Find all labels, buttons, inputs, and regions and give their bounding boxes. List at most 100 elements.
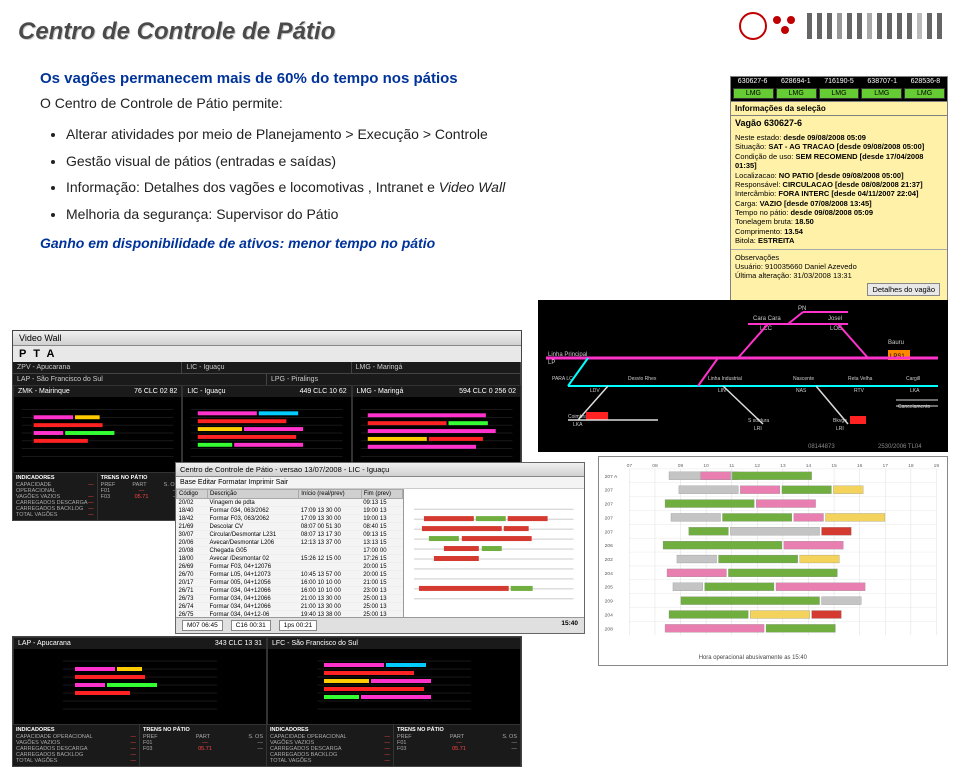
- videowall-cell[interactable]: LFC - São Francisco do Sul: [267, 637, 521, 725]
- svg-text:LIN: LIN: [718, 388, 726, 394]
- svg-text:206: 206: [605, 543, 613, 549]
- status-m07: M07 06:45: [182, 620, 223, 631]
- status-c16: C16 00:31: [231, 620, 271, 631]
- videowall-tab[interactable]: LMG - Maringá: [352, 362, 521, 373]
- svg-text:19: 19: [934, 463, 940, 469]
- info-line: Tonelagem bruta: 18.50: [735, 217, 943, 226]
- info-header-btn[interactable]: LMG: [904, 88, 945, 99]
- svg-text:LKA: LKA: [910, 388, 920, 394]
- bullet-item: Alterar atividades por meio de Planejame…: [66, 121, 700, 148]
- info-header-id: 638707-1: [861, 77, 904, 86]
- info-header-buttons: LMGLMGLMGLMGLMG: [731, 86, 947, 101]
- info-header-id: 630627-6: [731, 77, 774, 86]
- ccp-table-left: CódigoDescriçãoInício (real/prev)Fim (pr…: [176, 489, 404, 629]
- videowall-cell[interactable]: LMG - Maringá594 CLC 0 256 02: [352, 385, 521, 473]
- wagon-details-button[interactable]: Detalhes do vagão: [867, 283, 940, 296]
- table-row[interactable]: 18/00Avecar /Desmontar 0215:26 12 15 001…: [177, 555, 403, 563]
- svg-text:Hora operacional abusivamente: Hora operacional abusivamente as 15:40: [699, 655, 808, 661]
- svg-text:209: 209: [605, 599, 613, 605]
- ccp-status-bar: M07 06:45 C16 00:31 1ps 00:21 15:40: [176, 617, 584, 633]
- info-header-ids: 630627-6628694-1716190-5638707-1628536-8: [731, 77, 947, 86]
- sub-intro: O Centro de Controle de Pátio permite:: [40, 95, 700, 111]
- svg-text:07: 07: [627, 463, 633, 469]
- svg-text:Linha Industrial: Linha Industrial: [708, 376, 742, 382]
- info-header-btn[interactable]: LMG: [733, 88, 774, 99]
- videowall-pta: P T A: [13, 346, 521, 362]
- videowall-tab[interactable]: LPG - Piralings: [267, 374, 521, 385]
- table-row[interactable]: 26/73Formar 034, 04+1206621:00 13 30 002…: [177, 595, 403, 603]
- svg-text:202: 202: [605, 557, 613, 563]
- table-row[interactable]: 26/71Formar 034, 04+1206616:00 10 10 002…: [177, 587, 403, 595]
- svg-text:Cancelamento: Cancelamento: [898, 404, 930, 410]
- videowall-cells-row: ZMK - Mairinque76 CLC 02 82LIC - Iguaçu4…: [13, 385, 521, 473]
- table-row[interactable]: 18/42Formar F03, 063/206217:09 13 30 001…: [177, 515, 403, 523]
- info-wagon-label: Vagão 630627-6: [731, 116, 947, 130]
- svg-text:18: 18: [908, 463, 914, 469]
- info-observations: Observações Usuário: 910035660 Daniel Az…: [731, 249, 947, 302]
- page-title: Centro de Controle de Pátio: [18, 18, 335, 46]
- svg-text:Reta Velha: Reta Velha: [848, 376, 873, 382]
- info-body: Neste estado: desde 09/08/2008 05:09Situ…: [731, 130, 947, 249]
- table-row[interactable]: 20/08Chegada G0517:00 00: [177, 547, 403, 555]
- info-header-btn[interactable]: LMG: [819, 88, 860, 99]
- info-line: Intercâmbio: FORA INTERC [desde 04/11/20…: [735, 189, 943, 198]
- info-header-btn[interactable]: LMG: [776, 88, 817, 99]
- trens-block: TRENS NO PÁTIOPREFPARTS. OSF01——F0305.71…: [140, 725, 267, 766]
- svg-text:LKA: LKA: [573, 422, 583, 428]
- svg-text:13: 13: [780, 463, 786, 469]
- table-row[interactable]: 21/69Descolar CV08:07 00 51 3008:40 15: [177, 523, 403, 531]
- table-row[interactable]: 26/70Formar L05, 04+1207310:45 13 57 002…: [177, 571, 403, 579]
- bullet-item: Informação: Detalhes dos vagões e locomo…: [66, 174, 700, 201]
- table-row[interactable]: 18/40Formar 034, 063/206217:09 13 30 001…: [177, 507, 403, 515]
- table-row[interactable]: 20/17Formar 005, 04+1205616:00 10 10 002…: [177, 579, 403, 587]
- ccp-window-menu[interactable]: Base Editar Formatar Imprimir Sair: [176, 477, 584, 489]
- table-row[interactable]: 26/74Formar 034, 04+1206621:00 13 30 002…: [177, 603, 403, 611]
- info-line: Carga: VAZIO [desde 07/08/2008 13:45]: [735, 199, 943, 208]
- svg-text:Cara Cara: Cara Cara: [753, 316, 781, 322]
- ccp-track-schematic: [404, 489, 584, 629]
- svg-text:Nascente: Nascente: [793, 376, 814, 382]
- svg-text:NAS: NAS: [796, 388, 807, 394]
- svg-text:16: 16: [857, 463, 863, 469]
- svg-text:207: 207: [605, 502, 613, 508]
- table-row[interactable]: 20/06Avecar/Desmontar L20612:13 13 37 00…: [177, 539, 403, 547]
- videowall-cell[interactable]: LIC - Iguaçu449 CLC 10 62: [182, 385, 351, 473]
- trens-block: TRENS NO PÁTIOPREFPARTS. OSF01——F0305.71…: [98, 473, 183, 520]
- info-line: Neste estado: desde 09/08/2008 05:09: [735, 133, 943, 142]
- gain-text: Ganho em disponibilidade de ativos: meno…: [40, 235, 700, 251]
- info-header-id: 628694-1: [774, 77, 817, 86]
- obs-title: Observações: [735, 253, 943, 262]
- svg-text:08: 08: [652, 463, 658, 469]
- table-row[interactable]: 30/07Circular/Desmontar L23108:07 13 17 …: [177, 531, 403, 539]
- svg-text:2530/2006 TL04: 2530/2006 TL04: [878, 444, 922, 450]
- svg-text:10: 10: [703, 463, 709, 469]
- videowall-tab[interactable]: LIC - Iguaçu: [182, 362, 351, 373]
- videowall-titlebar: Video Wall: [13, 331, 521, 346]
- info-header-btn[interactable]: LMG: [861, 88, 902, 99]
- status-ips: 1ps 00:21: [279, 620, 318, 631]
- svg-text:RTV: RTV: [854, 388, 865, 394]
- info-line: Situação: SAT - AG TRACAO [desde 09/08/2…: [735, 142, 943, 151]
- videowall-cell[interactable]: ZMK - Mairinque76 CLC 02 82: [13, 385, 182, 473]
- video-wall-bottom: LAP - Apucarana343 CLC 13 31LFC - São Fr…: [12, 636, 522, 767]
- svg-text:17: 17: [883, 463, 889, 469]
- svg-text:207 A: 207 A: [605, 474, 618, 480]
- table-row[interactable]: 26/69Formar F03, 04+1207620:00 15: [177, 563, 403, 571]
- svg-text:14: 14: [806, 463, 812, 469]
- obs-alt: Última alteração: 31/03/2008 13:31: [735, 271, 943, 280]
- info-line: Comprimento: 13.54: [735, 227, 943, 236]
- content-text-block: Os vagões permanecem mais de 60% do temp…: [40, 70, 700, 251]
- videowall-sub-tabs: LAP - São Francisco do SulLPG - Piraling…: [13, 373, 521, 385]
- videowall-tab[interactable]: LAP - São Francisco do Sul: [13, 374, 267, 385]
- info-line: Tempo no pátio: desde 09/08/2008 05:09: [735, 208, 943, 217]
- svg-text:207: 207: [605, 488, 613, 494]
- svg-text:Coimbra: Coimbra: [568, 414, 587, 420]
- obs-user: Usuário: 910035660 Daniel Azevedo: [735, 262, 943, 271]
- videowall-cell[interactable]: LAP - Apucarana343 CLC 13 31: [13, 637, 267, 725]
- svg-text:12: 12: [755, 463, 761, 469]
- table-row[interactable]: 20/02Vinagem de pdta09:13 15: [177, 499, 403, 507]
- svg-text:205: 205: [605, 585, 613, 591]
- ccp-activity-table: CódigoDescriçãoInício (real/prev)Fim (pr…: [176, 489, 403, 619]
- svg-text:PARA LC: PARA LC: [552, 376, 573, 382]
- videowall-tab[interactable]: ZPV - Apucarana: [13, 362, 182, 373]
